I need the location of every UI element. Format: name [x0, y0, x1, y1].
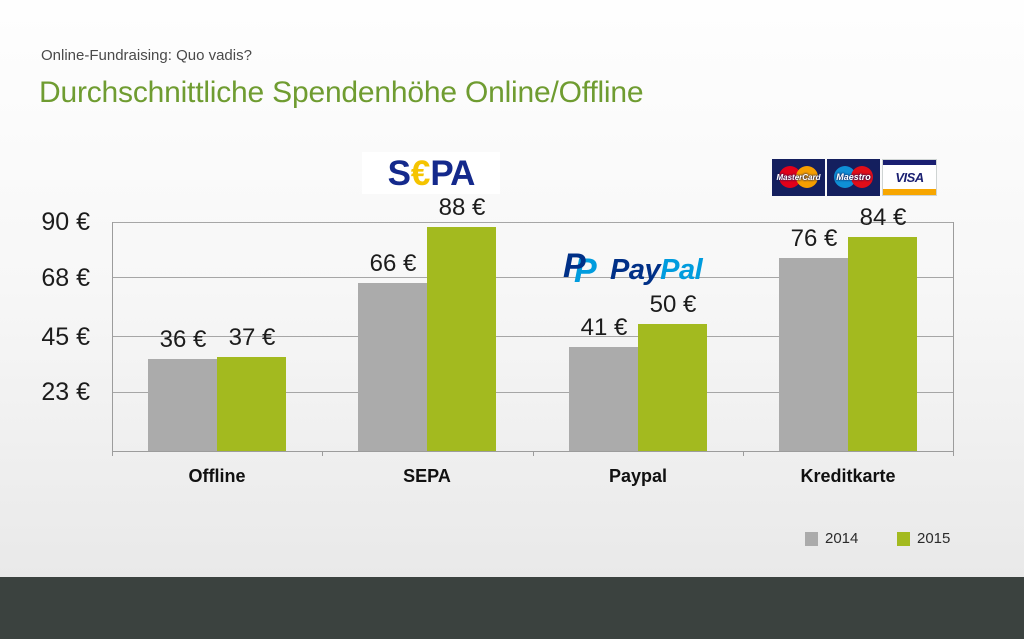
bar-2015-Kreditkarte	[848, 237, 917, 451]
bar-value-label: 36 €	[159, 326, 207, 353]
category-label: Paypal	[608, 466, 668, 486]
bar-value-label: 76 €	[790, 225, 838, 252]
legend-label-2014: 2014	[825, 530, 859, 547]
x-axis-tick	[953, 451, 954, 456]
gridline	[112, 391, 953, 393]
visa-bottom-bar	[883, 189, 936, 195]
bar-2015-Paypal	[638, 324, 707, 451]
bar-value-label: 84 €	[859, 204, 907, 231]
mastercard-red-circle-icon	[779, 166, 801, 188]
category-label: Kreditkarte	[800, 466, 896, 486]
bar-value-label: 50 €	[649, 291, 697, 318]
bar-2014-Paypal	[569, 347, 638, 451]
page-title: Durchschnittliche Spendenhöhe Online/Off…	[39, 76, 644, 109]
plot-right-border	[953, 222, 954, 456]
bar-2015-Offline	[217, 357, 286, 451]
gridline	[112, 336, 953, 337]
x-axis-tick	[742, 451, 744, 456]
bar-2014-Kreditkarte	[779, 258, 848, 451]
paypal-wordmark: PayPal	[610, 254, 703, 286]
visa-top-bar	[883, 160, 936, 165]
bar-2014-Offline	[148, 359, 217, 451]
paypal-logo: P P PayPal	[560, 248, 718, 294]
y-axis-label: 90 €	[41, 208, 90, 236]
bar-2014-SEPA	[358, 283, 427, 451]
y-axis-label: 68 €	[41, 263, 90, 292]
legend-swatch-2015	[897, 532, 910, 546]
visa-logo: VISA	[882, 159, 937, 196]
bar-value-label: 41 €	[580, 314, 628, 341]
category-label: SEPA	[403, 466, 451, 486]
sepa-logo-text-pa: PA	[430, 153, 475, 193]
legend-label-2015: 2015	[917, 530, 951, 547]
mastercard-orange-circle-icon	[796, 166, 818, 188]
slide-kicker: Online-Fundraising: Quo vadis?	[41, 47, 252, 64]
maestro-red-circle-icon	[851, 166, 873, 188]
gridline	[112, 221, 953, 223]
bar-value-label: 66 €	[369, 250, 417, 277]
x-axis-tick	[322, 451, 324, 456]
mastercard-logo: MasterCard	[772, 159, 825, 196]
bar-value-label: 88 €	[438, 194, 486, 221]
card-logos: MasterCard Maestro VISA	[772, 159, 937, 196]
maestro-blue-circle-icon	[834, 166, 856, 188]
paypal-monogram-icon: P P	[563, 247, 597, 290]
bar-value-label: 37 €	[228, 324, 276, 351]
maestro-logo: Maestro	[827, 159, 880, 196]
y-axis-label: 45 €	[41, 322, 90, 351]
sepa-logo-euro-icon: €	[410, 153, 430, 193]
y-axis-label: 23 €	[41, 378, 90, 407]
category-label: Offline	[188, 466, 246, 486]
y-axis-line	[112, 222, 113, 456]
x-axis-tick	[532, 451, 534, 456]
footer-bar: 12 Quelle: Gfk & betterplace.org 2014, 2…	[0, 577, 1024, 639]
bar-2015-SEPA	[427, 227, 496, 451]
sepa-logo: S € PA	[362, 152, 500, 194]
sepa-logo-text-s: S	[387, 153, 411, 193]
gridline	[112, 277, 953, 279]
legend-swatch-2014	[805, 532, 818, 546]
